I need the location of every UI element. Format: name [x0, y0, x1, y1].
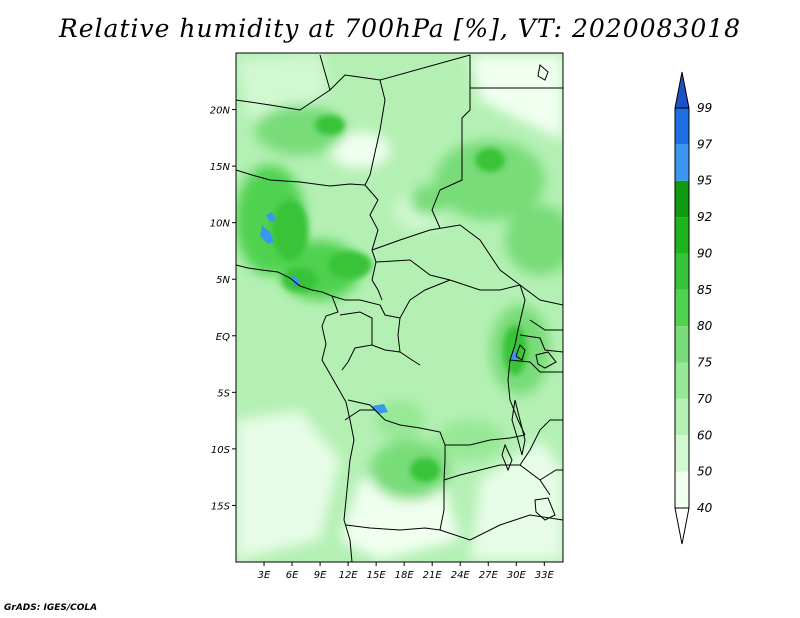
lat-tick-label: 5S — [217, 388, 230, 399]
colorbar-swatch — [675, 253, 689, 290]
lon-tick-label: 12E — [339, 570, 359, 581]
humidity-field — [236, 53, 563, 562]
colorbar-swatch — [675, 144, 689, 181]
colorbar-label: 60 — [697, 428, 713, 442]
colorbar-label: 85 — [697, 283, 712, 297]
colorbar: 40 50 60 70 75 80 85 90 92 95 97 99 — [674, 71, 713, 545]
colorbar-label: 99 — [697, 101, 712, 115]
lon-tick-label: 6E — [286, 570, 299, 581]
lon-tick-label: 33E — [535, 570, 555, 581]
colorbar-frame — [674, 107, 690, 509]
colorbar-swatch — [675, 108, 689, 145]
colorbar-label: 92 — [697, 210, 712, 224]
colorbar-swatch — [675, 362, 689, 399]
grads-credit: GrADS: IGES/COLA — [4, 603, 98, 613]
colorbar-label: 80 — [697, 319, 713, 333]
lat-tick-label: EQ — [216, 332, 230, 343]
lat-tick-label: 15N — [210, 162, 231, 173]
lat-tick-label: 10S — [211, 445, 231, 456]
colorbar-label: 70 — [697, 392, 713, 406]
colorbar-label: 97 — [697, 137, 713, 151]
lat-tick-label: 20N — [210, 106, 231, 117]
colorbar-swatch — [675, 217, 689, 254]
longitude-ticks: 3E 6E 9E 12E 15E 18E 21E 24E 27E 30E 33E — [258, 562, 555, 581]
lon-tick-label: 30E — [507, 570, 527, 581]
map-frame — [235, 52, 564, 563]
colorbar-lower-extension — [674, 507, 690, 545]
colorbar-swatch — [675, 471, 689, 508]
colorbar-label: 50 — [697, 465, 713, 479]
colorbar-label: 75 — [697, 356, 712, 370]
colorbar-label: 95 — [697, 174, 712, 188]
colorbar-swatch — [675, 326, 689, 363]
lon-tick-label: 24E — [451, 570, 471, 581]
colorbar-swatch — [675, 398, 689, 436]
map-title: Relative humidity at 700hPa [%], VT: 202… — [58, 14, 742, 43]
lon-tick-label: 18E — [395, 570, 415, 581]
lat-tick-label: 15S — [211, 501, 231, 512]
colorbar-swatch — [675, 180, 689, 218]
lon-tick-label: 3E — [258, 570, 271, 581]
lon-tick-label: 15E — [367, 570, 387, 581]
latitude-ticks: 20N 15N 10N 5N EQ 5S 10S 15S — [210, 106, 236, 512]
country-borders — [236, 54, 563, 562]
lat-tick-label: 10N — [210, 219, 231, 230]
colorbar-label: 40 — [697, 501, 713, 515]
lon-tick-label: 21E — [423, 570, 443, 581]
colorbar-label: 90 — [697, 246, 713, 260]
lon-tick-label: 27E — [479, 570, 499, 581]
lon-tick-label: 9E — [314, 570, 327, 581]
colorbar-swatch — [675, 289, 689, 327]
colorbar-swatch — [675, 435, 689, 472]
colorbar-upper-extension — [674, 71, 690, 109]
lat-tick-label: 5N — [216, 275, 230, 286]
